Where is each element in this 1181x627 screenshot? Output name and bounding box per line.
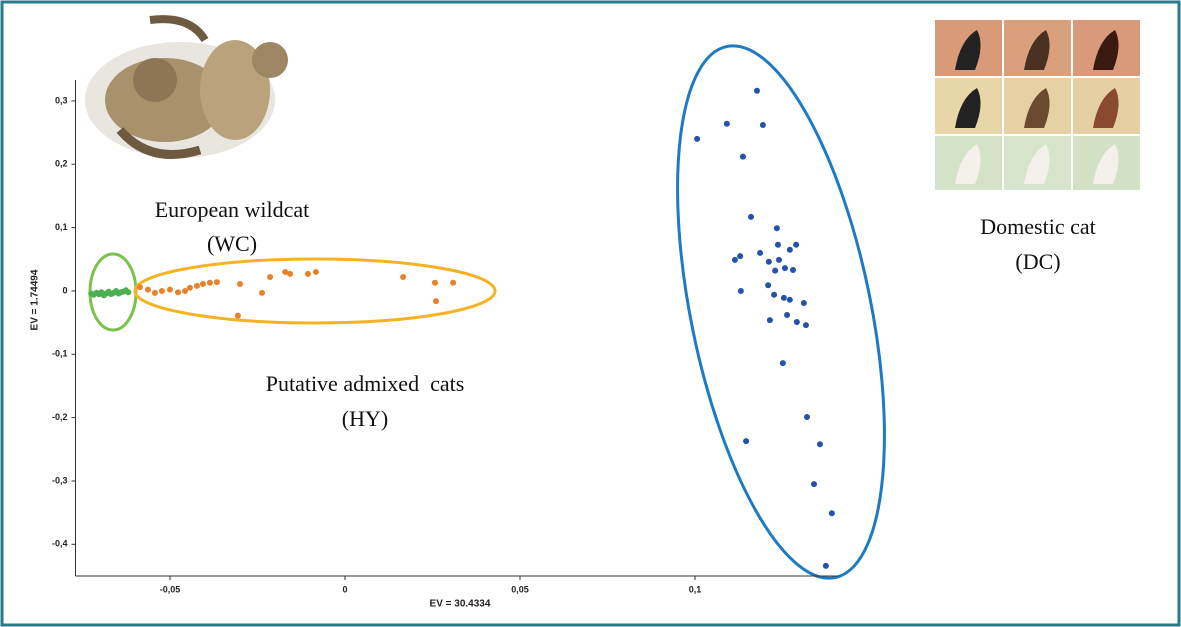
point [287,271,293,277]
x-tick-label: -0,05 [160,584,181,594]
point [259,290,265,296]
y-tick-label: 0,3 [55,95,68,105]
point [775,242,781,248]
point [305,271,311,277]
y-tick-label: 0,2 [55,159,68,169]
point [811,481,817,487]
point [732,257,738,263]
point [125,289,131,295]
point [167,287,173,293]
point [152,290,158,296]
point [214,279,220,285]
page: {"chart_data": { "type": "scatter", "x_l… [0,0,1181,627]
point [804,414,810,420]
point [724,121,730,127]
annotation: Putative admixed cats [266,371,465,396]
annotation: (WC) [207,231,257,256]
point [790,267,796,273]
annotation: (DC) [1015,249,1060,274]
point [235,313,241,319]
point [694,136,700,142]
point [801,300,807,306]
x-axis-label: EV = 30.4334 [430,599,491,610]
point [740,154,746,160]
x-tick-label: 0,1 [689,584,702,594]
point [237,281,243,287]
annotation: European wildcat [155,197,310,222]
point [194,283,200,289]
point [782,265,788,271]
point [774,225,780,231]
y-axis-label: EV = 1.74494 [30,269,41,330]
point [175,289,181,295]
point [767,317,773,323]
point [267,274,273,280]
point [187,285,193,291]
point [313,269,319,275]
point [772,268,778,274]
y-tick-label: -0,3 [52,475,68,485]
point [776,257,782,263]
point [771,292,777,298]
point [145,287,151,293]
point [823,563,829,569]
point [784,312,790,318]
x-tick-label: 0,05 [511,584,529,594]
point [450,280,456,286]
point [765,282,771,288]
y-tick-label: -0,1 [52,349,68,359]
y-tick-label: -0,2 [52,412,68,422]
y-tick-label: -0,4 [52,539,68,549]
point [781,295,787,301]
domestic-cats-image [935,20,1140,190]
y-tick-label: 0 [62,285,67,295]
point [200,281,206,287]
point [817,441,823,447]
point [400,274,406,280]
figure: European wildcat (WC) Putative admixed c… [0,0,1181,627]
point [159,288,165,294]
point [787,297,793,303]
point [748,214,754,220]
point [794,319,800,325]
point [743,438,749,444]
point [787,247,793,253]
point [803,322,809,328]
point [760,122,766,128]
point [780,360,786,366]
annotation: Domestic cat [980,214,1095,239]
point [829,510,835,516]
x-tick-label: 0 [342,584,347,594]
point [137,284,143,290]
point [737,253,743,259]
point [757,250,763,256]
point [793,242,799,248]
point [432,280,438,286]
y-tick-label: 0,1 [55,222,68,232]
annotation: (HY) [342,406,388,431]
point [738,288,744,294]
point [207,280,213,286]
point [754,88,760,94]
point [766,259,772,265]
point [433,298,439,304]
